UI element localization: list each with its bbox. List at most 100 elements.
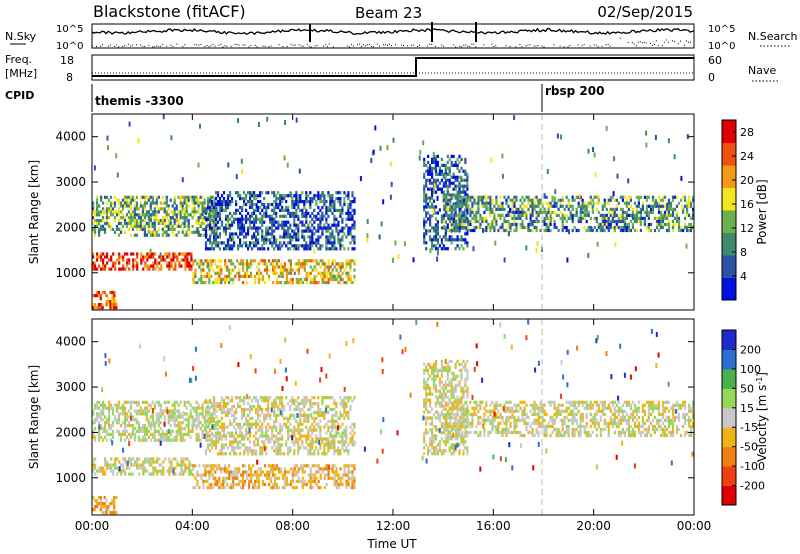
echo-cell	[257, 437, 260, 441]
echo-cell	[191, 406, 194, 410]
echo-cell	[325, 247, 328, 251]
echo-cell	[155, 421, 158, 425]
echo-cell	[249, 226, 252, 230]
echo-cell	[107, 303, 110, 307]
echo-cell	[226, 482, 229, 487]
echo-cell	[214, 223, 218, 227]
echo-cell	[267, 232, 270, 236]
echo-cell	[427, 187, 430, 191]
echo-cell	[154, 469, 157, 473]
echo-cell	[337, 208, 340, 212]
echo-cell	[303, 396, 306, 400]
echo-cell	[469, 222, 472, 227]
echo-cell	[529, 228, 532, 233]
echo-cell	[129, 403, 132, 407]
scatter-cell	[560, 134, 563, 140]
echo-cell	[659, 204, 663, 208]
echo-cell	[203, 204, 206, 208]
echo-cell	[273, 479, 277, 483]
echo-cell	[143, 198, 146, 202]
echo-cell	[297, 194, 300, 198]
echo-cell	[477, 204, 480, 208]
echo-cell	[139, 201, 142, 205]
echo-cell	[159, 438, 162, 442]
echo-cell	[434, 160, 438, 164]
echo-cell	[257, 217, 260, 221]
echo-cell	[100, 267, 103, 271]
echo-cell	[671, 222, 675, 227]
scatter-cell	[645, 130, 648, 136]
freq-series-line	[92, 57, 694, 77]
echo-cell	[293, 428, 296, 432]
echo-cell	[607, 198, 610, 202]
echo-cell	[325, 274, 328, 278]
echo-cell	[107, 198, 111, 202]
echo-cell	[319, 226, 322, 230]
echo-cell	[185, 207, 188, 211]
echo-cell	[459, 207, 462, 211]
echo-cell	[172, 466, 175, 470]
echo-cell	[242, 464, 245, 468]
echo-cell	[132, 457, 135, 461]
echo-cell	[249, 202, 252, 207]
echo-cell	[275, 446, 278, 450]
echo-cell	[216, 419, 220, 423]
echo-cell	[611, 216, 614, 220]
echo-cell	[267, 238, 270, 242]
echo-cell	[104, 460, 107, 464]
echo-cell	[186, 264, 189, 268]
echo-cell	[152, 460, 155, 464]
echo-cell	[235, 208, 238, 212]
echo-cell	[193, 207, 196, 211]
echo-cell	[206, 431, 210, 435]
echo-cell	[179, 421, 182, 425]
echo-cell	[139, 409, 142, 413]
echo-cell	[222, 486, 225, 490]
echo-cell	[509, 198, 512, 202]
echo-cell	[231, 235, 234, 239]
echo-cell	[218, 271, 221, 275]
echo-cell	[132, 267, 135, 271]
echo-cell	[303, 479, 306, 483]
echo-cell	[212, 399, 216, 403]
echo-cell	[281, 476, 284, 480]
echo-cell	[177, 230, 180, 234]
echo-cell	[452, 226, 455, 230]
echo-cell	[337, 271, 340, 275]
echo-cell	[345, 479, 348, 483]
echo-cell	[201, 201, 204, 205]
echo-cell	[137, 207, 140, 211]
echo-cell	[315, 259, 318, 263]
echo-cell	[222, 191, 226, 195]
echo-cell	[200, 259, 203, 263]
echo-cell	[110, 463, 113, 467]
echo-cell	[251, 407, 254, 412]
echo-cell	[235, 211, 238, 215]
echo-cell	[193, 406, 196, 410]
echo-cell	[185, 201, 188, 205]
echo-cell	[295, 214, 298, 218]
echo-cell	[313, 197, 316, 201]
echo-cell	[461, 222, 464, 227]
echo-cell	[637, 204, 640, 208]
echo-cell	[171, 403, 174, 407]
echo-cell	[301, 235, 304, 239]
echo-cell	[156, 261, 159, 265]
echo-cell	[275, 428, 278, 432]
echo-cell	[527, 198, 530, 202]
echo-cell	[607, 219, 610, 224]
echo-cell	[587, 210, 590, 214]
echo-cell	[287, 419, 290, 423]
echo-cell	[248, 274, 251, 278]
echo-cell	[218, 211, 222, 215]
echo-cell	[345, 274, 348, 278]
echo-cell	[187, 415, 190, 419]
echo-cell	[529, 216, 532, 220]
echo-cell	[513, 210, 516, 214]
echo-cell	[102, 201, 105, 205]
echo-cell	[337, 476, 340, 480]
echo-cell	[423, 241, 426, 245]
echo-cell	[124, 460, 127, 464]
echo-cell	[281, 197, 284, 201]
scatter-cell	[106, 135, 109, 141]
